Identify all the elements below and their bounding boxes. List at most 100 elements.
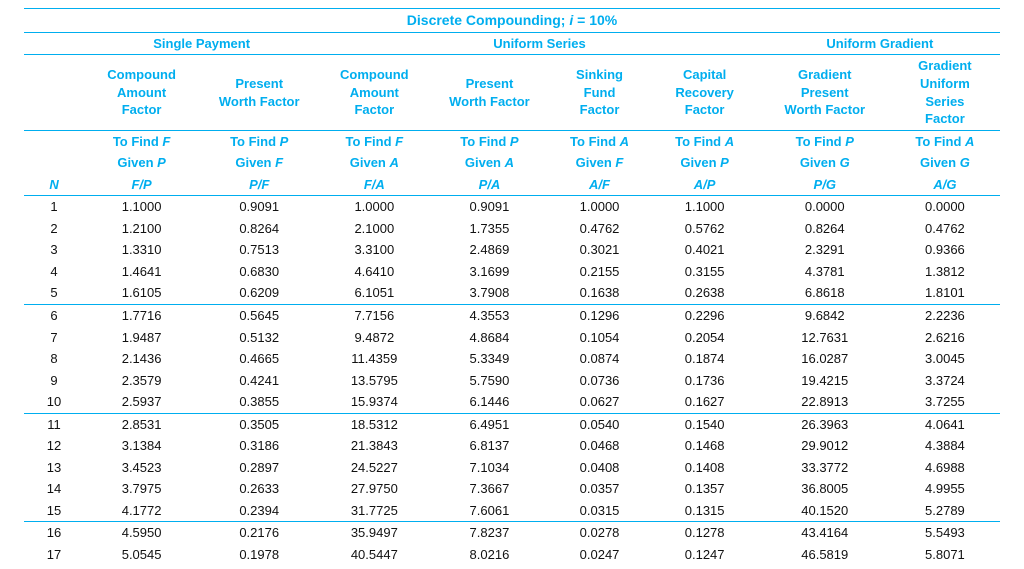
group-spacer bbox=[24, 32, 84, 55]
col-n: N bbox=[24, 174, 84, 196]
table-cell: 0.1978 bbox=[199, 544, 319, 566]
table-cell: 2.4869 bbox=[429, 239, 549, 261]
table-cell: 0.6209 bbox=[199, 282, 319, 304]
interest-factor-table: Discrete Compounding; i = 10% Single Pay… bbox=[24, 8, 1000, 566]
table-cell: 0.9366 bbox=[890, 239, 1000, 261]
factor-fp: CompoundAmountFactor bbox=[84, 55, 199, 130]
table-cell: 3 bbox=[24, 239, 84, 261]
table-cell: 0.0468 bbox=[549, 435, 649, 457]
table-cell: 0.4762 bbox=[890, 218, 1000, 240]
table-cell: 2.8531 bbox=[84, 413, 199, 435]
table-cell: 0.2897 bbox=[199, 457, 319, 479]
table-row: 21.21000.82642.10001.73550.47620.57620.8… bbox=[24, 218, 1000, 240]
table-cell: 1.8101 bbox=[890, 282, 1000, 304]
table-cell: 5.2789 bbox=[890, 500, 1000, 522]
table-cell: 24.5227 bbox=[319, 457, 429, 479]
table-cell: 6.8618 bbox=[760, 282, 890, 304]
table-cell: 0.3186 bbox=[199, 435, 319, 457]
table-row: 133.45230.289724.52277.10340.04080.14083… bbox=[24, 457, 1000, 479]
table-cell: 13 bbox=[24, 457, 84, 479]
table-cell: 5.7590 bbox=[429, 370, 549, 392]
table-cell: 5.0545 bbox=[84, 544, 199, 566]
table-row: 92.35790.424113.57955.75900.07360.173619… bbox=[24, 370, 1000, 392]
table-cell: 4.0641 bbox=[890, 413, 1000, 435]
table-cell: 35.9497 bbox=[319, 522, 429, 544]
table-cell: 29.9012 bbox=[760, 435, 890, 457]
table-row: 164.59500.217635.94977.82370.02780.12784… bbox=[24, 522, 1000, 544]
table-cell: 3.1699 bbox=[429, 261, 549, 283]
table-cell: 0.0736 bbox=[549, 370, 649, 392]
table-cell: 6 bbox=[24, 305, 84, 327]
factor-pf: PresentWorth Factor bbox=[199, 55, 319, 130]
table-container: Discrete Compounding; i = 10% Single Pay… bbox=[0, 0, 1024, 566]
table-cell: 0.4021 bbox=[650, 239, 760, 261]
table-cell: 6.1446 bbox=[429, 391, 549, 413]
table-cell: 0.7513 bbox=[199, 239, 319, 261]
table-cell: 0.0408 bbox=[549, 457, 649, 479]
table-cell: 2.1436 bbox=[84, 348, 199, 370]
table-cell: 4.8684 bbox=[429, 327, 549, 349]
table-cell: 0.1540 bbox=[650, 413, 760, 435]
table-cell: 2.1000 bbox=[319, 218, 429, 240]
table-cell: 1.7355 bbox=[429, 218, 549, 240]
table-cell: 2.6216 bbox=[890, 327, 1000, 349]
table-cell: 8.0216 bbox=[429, 544, 549, 566]
table-cell: 4.1772 bbox=[84, 500, 199, 522]
table-cell: 9.4872 bbox=[319, 327, 429, 349]
subhead-ag-2: Given G bbox=[890, 152, 1000, 174]
table-row: 41.46410.68304.64103.16990.21550.31554.3… bbox=[24, 261, 1000, 283]
table-cell: 3.7975 bbox=[84, 478, 199, 500]
table-cell: 9 bbox=[24, 370, 84, 392]
table-cell: 26.3963 bbox=[760, 413, 890, 435]
subhead-fp-1: To Find F bbox=[84, 130, 199, 152]
table-row: 154.17720.239431.77257.60610.03150.13154… bbox=[24, 500, 1000, 522]
table-cell: 0.1357 bbox=[650, 478, 760, 500]
subhead-ap-3: A/P bbox=[650, 174, 760, 196]
factor-ag: GradientUniformSeriesFactor bbox=[890, 55, 1000, 130]
table-cell: 15 bbox=[24, 500, 84, 522]
subhead-ag-3: A/G bbox=[890, 174, 1000, 196]
table-cell: 0.3505 bbox=[199, 413, 319, 435]
factor-pa: PresentWorth Factor bbox=[429, 55, 549, 130]
table-cell: 7.3667 bbox=[429, 478, 549, 500]
table-cell: 4 bbox=[24, 261, 84, 283]
subhead-line3: NF/PP/FF/AP/AA/FA/PP/GA/G bbox=[24, 174, 1000, 196]
table-cell: 0.2633 bbox=[199, 478, 319, 500]
table-row: 175.05450.197840.54478.02160.02470.12474… bbox=[24, 544, 1000, 566]
table-row: 51.61050.62096.10513.79080.16380.26386.8… bbox=[24, 282, 1000, 304]
table-cell: 0.1054 bbox=[549, 327, 649, 349]
table-cell: 0.0278 bbox=[549, 522, 649, 544]
table-cell: 0.0000 bbox=[760, 196, 890, 218]
table-cell: 2.5937 bbox=[84, 391, 199, 413]
subhead-ap-1: To Find A bbox=[650, 130, 760, 152]
subhead-line1: To Find FTo Find PTo Find FTo Find PTo F… bbox=[24, 130, 1000, 152]
table-cell: 8 bbox=[24, 348, 84, 370]
table-cell: 1.4641 bbox=[84, 261, 199, 283]
table-cell: 5.8071 bbox=[890, 544, 1000, 566]
table-cell: 2.2236 bbox=[890, 305, 1000, 327]
subhead-ag-1: To Find A bbox=[890, 130, 1000, 152]
subhead-fa-1: To Find F bbox=[319, 130, 429, 152]
table-cell: 0.3855 bbox=[199, 391, 319, 413]
table-cell: 0.2054 bbox=[650, 327, 760, 349]
factor-ap: CapitalRecoveryFactor bbox=[650, 55, 760, 130]
subhead-pa-1: To Find P bbox=[429, 130, 549, 152]
table-cell: 0.5132 bbox=[199, 327, 319, 349]
table-cell: 1.1000 bbox=[650, 196, 760, 218]
table-cell: 0.0315 bbox=[549, 500, 649, 522]
subhead-fp-2: Given P bbox=[84, 152, 199, 174]
table-cell: 13.5795 bbox=[319, 370, 429, 392]
subhead-pg-3: P/G bbox=[760, 174, 890, 196]
table-cell: 6.8137 bbox=[429, 435, 549, 457]
table-cell: 0.0627 bbox=[549, 391, 649, 413]
table-cell: 33.3772 bbox=[760, 457, 890, 479]
table-cell: 7.6061 bbox=[429, 500, 549, 522]
subhead-fa-2: Given A bbox=[319, 152, 429, 174]
table-cell: 0.1296 bbox=[549, 305, 649, 327]
table-cell: 3.7255 bbox=[890, 391, 1000, 413]
subhead-line2: Given PGiven FGiven AGiven AGiven FGiven… bbox=[24, 152, 1000, 174]
table-cell: 15.9374 bbox=[319, 391, 429, 413]
table-cell: 12.7631 bbox=[760, 327, 890, 349]
table-cell: 0.0874 bbox=[549, 348, 649, 370]
subhead-pa-3: P/A bbox=[429, 174, 549, 196]
